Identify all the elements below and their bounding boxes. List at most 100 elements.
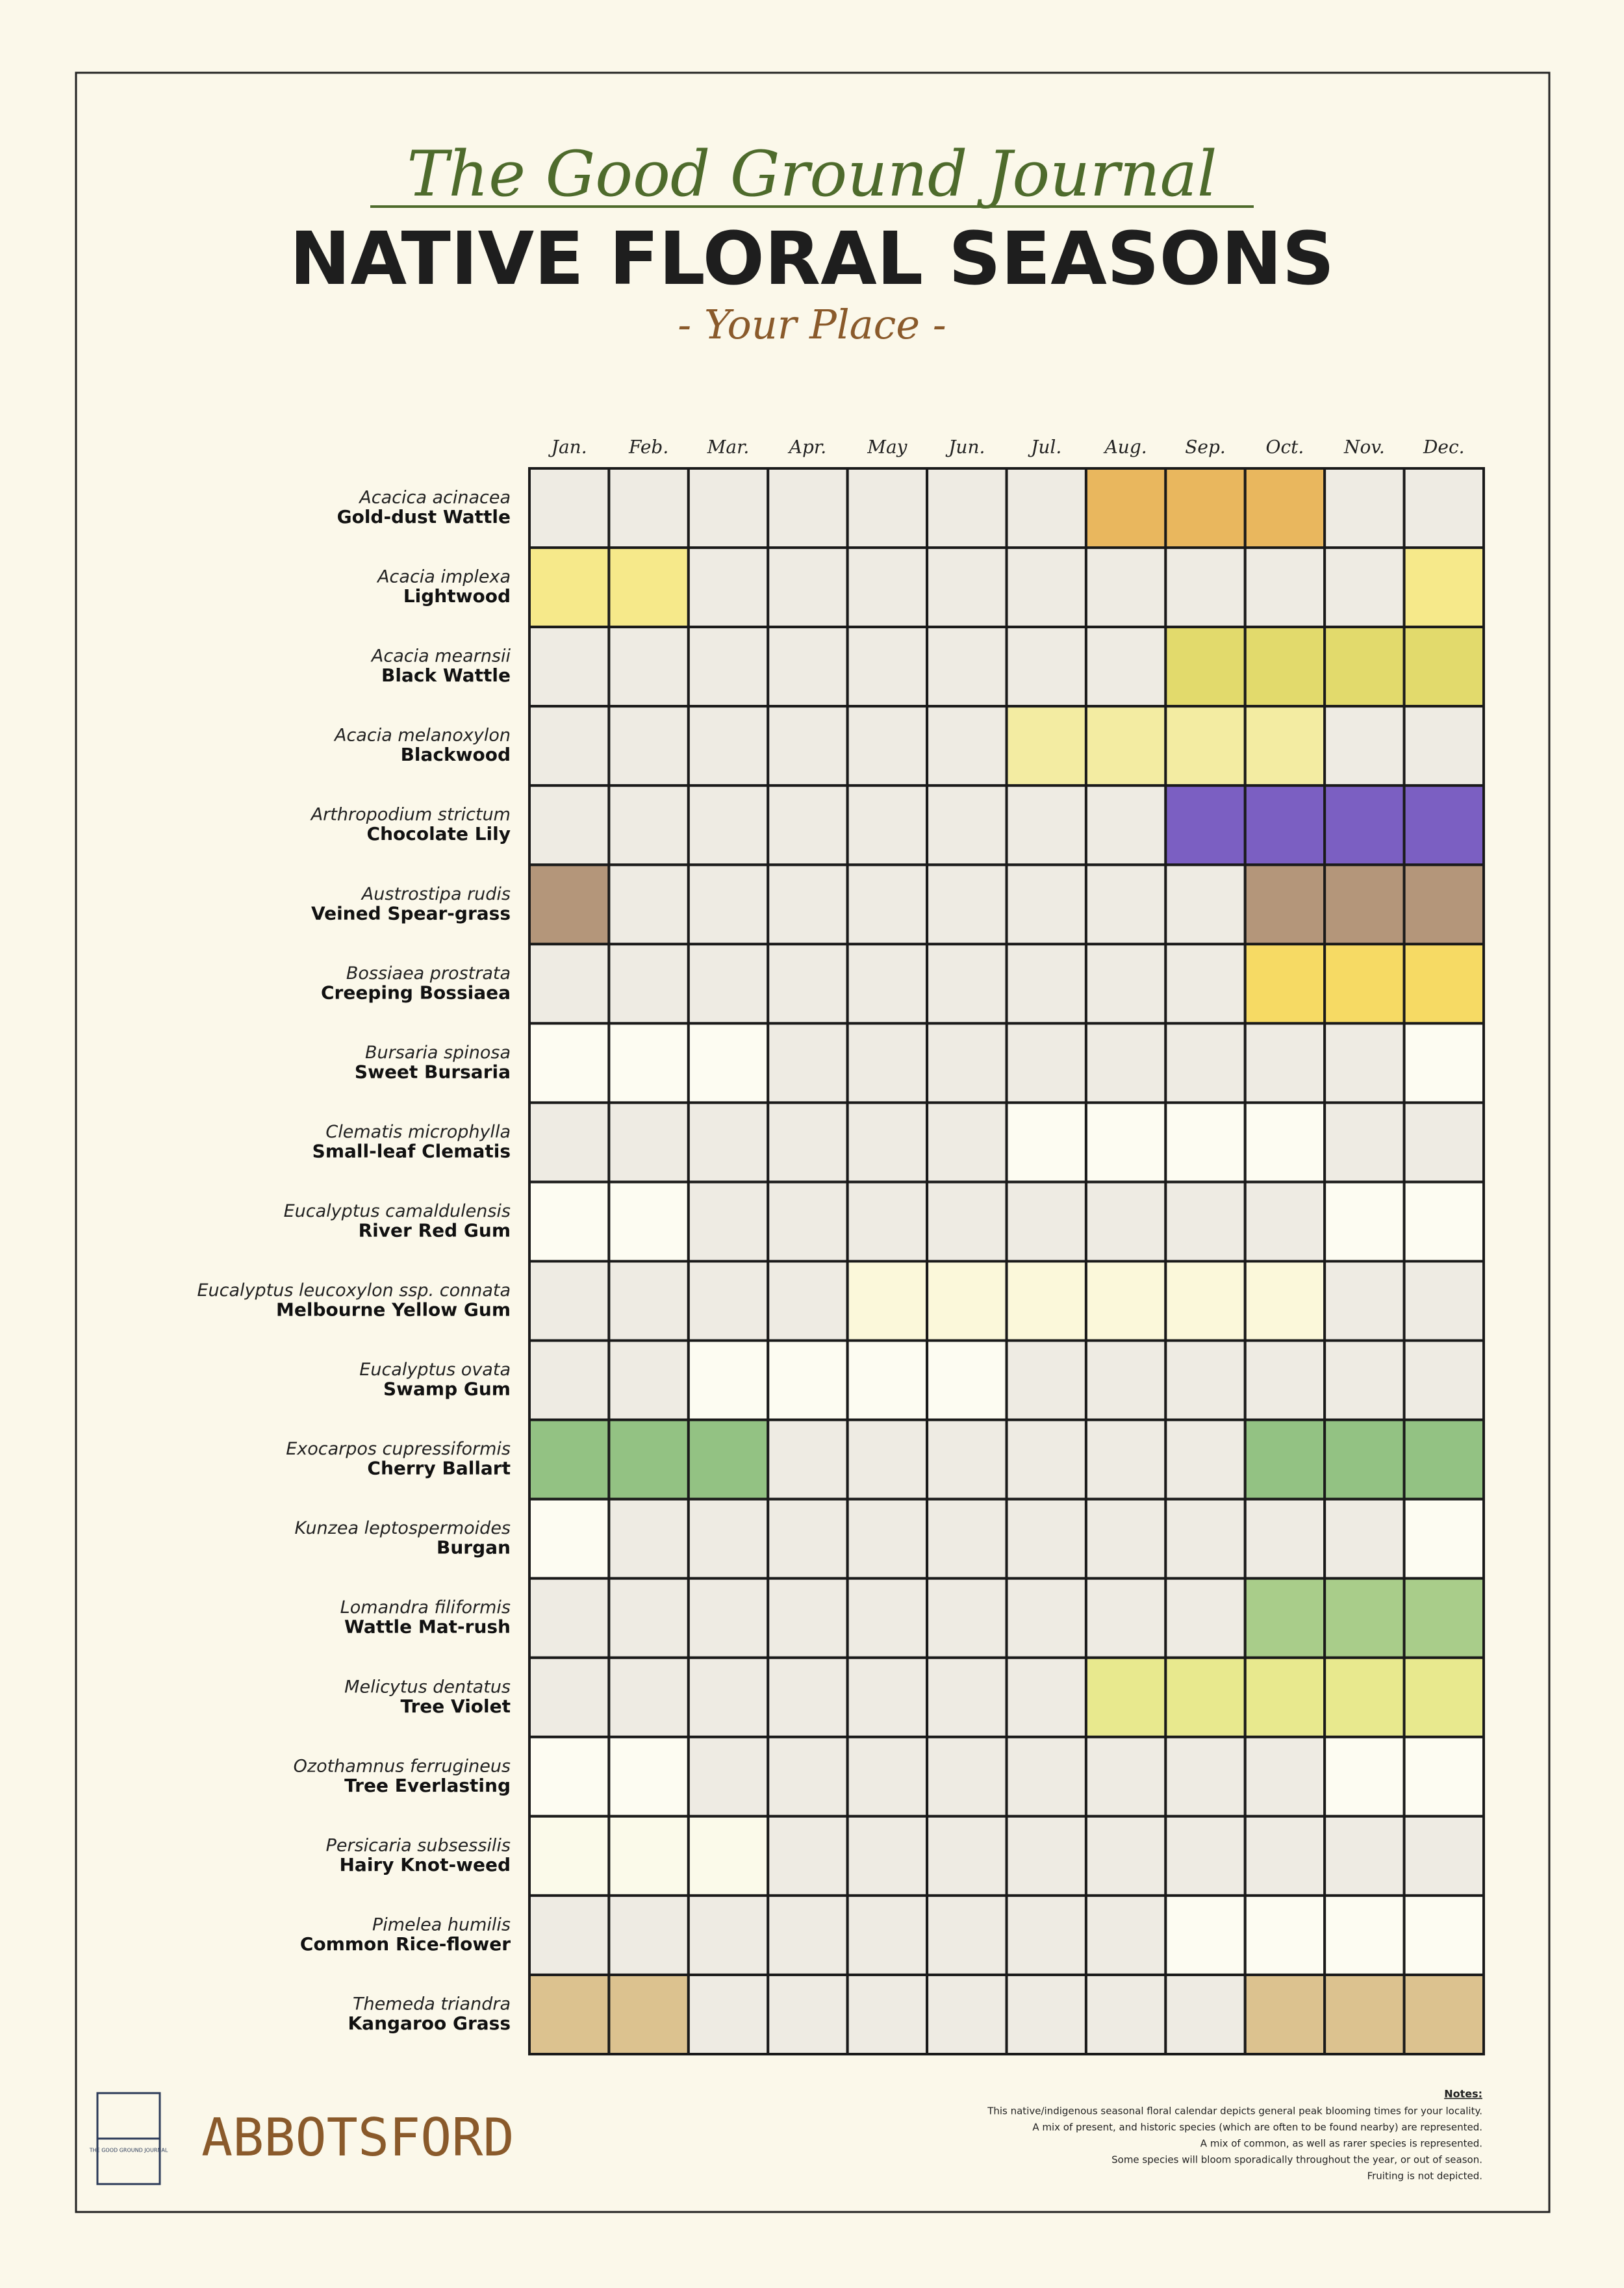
bloom-cell [1243, 863, 1326, 946]
month-label: Apr. [787, 437, 826, 458]
month-label: Oct. [1266, 437, 1304, 458]
empty-cell [687, 1735, 770, 1818]
empty-cell [767, 784, 849, 867]
empty-cell [607, 1260, 690, 1342]
empty-cell [687, 1180, 770, 1263]
bloom-cell [1323, 863, 1406, 946]
empty-cell [1005, 1814, 1087, 1897]
common-name: Black Wattle [381, 665, 511, 686]
bloom-cell [1243, 467, 1326, 550]
month-label: Sep. [1185, 437, 1226, 458]
common-name: Small-leaf Clematis [312, 1140, 511, 1162]
bloom-cell [1164, 626, 1247, 708]
empty-cell [1243, 546, 1326, 629]
bloom-cell [607, 546, 690, 629]
bloom-cell [1084, 1101, 1167, 1184]
empty-cell [767, 1894, 849, 1976]
common-name: Tree Everlasting [344, 1775, 511, 1796]
note-line: This native/indigenous seasonal floral c… [987, 2105, 1482, 2117]
empty-cell [687, 784, 770, 867]
logo: THE GOOD GROUND JOURNAL [89, 2092, 168, 2185]
common-name: Gold-dust Wattle [337, 506, 511, 528]
bloom-cell [1164, 784, 1247, 867]
common-name: Burgan [437, 1537, 511, 1558]
empty-cell [1084, 1022, 1167, 1104]
bloom-cell [1164, 1656, 1247, 1738]
bloom-cell [846, 1339, 929, 1421]
empty-cell [926, 863, 1008, 946]
bloom-cell [1084, 467, 1167, 550]
empty-cell [607, 626, 690, 708]
empty-cell [687, 1894, 770, 1976]
scientific-name: Arthropodium strictum [310, 805, 511, 825]
note-line: Some species will bloom sporadically thr… [1111, 2154, 1482, 2166]
bloom-cell [1084, 1260, 1167, 1342]
empty-cell [1005, 1735, 1087, 1818]
empty-cell [687, 705, 770, 787]
common-name: Hairy Knot-weed [340, 1854, 511, 1875]
month-label: Jun. [945, 437, 985, 458]
scientific-name: Acacia implexa [376, 567, 511, 587]
empty-cell [767, 467, 849, 550]
empty-cell [926, 1735, 1008, 1818]
bloom-cell [1402, 863, 1485, 946]
empty-cell [1323, 467, 1406, 550]
bloom-cell [1402, 1973, 1485, 2055]
bloom-cell [1402, 1022, 1485, 1104]
bloom-cell [528, 1814, 611, 1897]
empty-cell [767, 1022, 849, 1104]
empty-cell [528, 1260, 611, 1342]
bloom-cell [1243, 626, 1326, 708]
note-line: A mix of common, as well as rarer specie… [1200, 2138, 1482, 2150]
empty-cell [1164, 943, 1247, 1025]
empty-cell [1084, 626, 1167, 708]
empty-cell [607, 863, 690, 946]
scientific-name: Acacia melanoxylon [333, 726, 511, 746]
bloom-cell [1323, 1973, 1406, 2055]
empty-cell [1005, 863, 1087, 946]
empty-cell [926, 1973, 1008, 2055]
empty-cell [1243, 1180, 1326, 1263]
empty-cell [1084, 863, 1167, 946]
empty-cell [767, 1814, 849, 1897]
empty-cell [687, 546, 770, 629]
empty-cell [687, 1260, 770, 1342]
bloom-cell [1323, 1180, 1406, 1263]
empty-cell [767, 1973, 849, 2055]
empty-cell [1323, 1101, 1406, 1184]
common-name: Creeping Bossiaea [321, 982, 511, 1003]
empty-cell [607, 784, 690, 867]
bloom-cell [607, 1022, 690, 1104]
month-label: Feb. [628, 437, 668, 458]
bloom-cell [607, 1180, 690, 1263]
common-name: Common Rice-flower [300, 1933, 511, 1955]
common-name: Tree Violet [400, 1696, 511, 1717]
empty-cell [528, 943, 611, 1025]
scientific-name: Exocarpos cupressiformis [286, 1439, 511, 1459]
bloom-cell [528, 863, 611, 946]
bloom-cell [1323, 1418, 1406, 1501]
empty-cell [846, 1814, 929, 1897]
empty-cell [1164, 1180, 1247, 1263]
bloom-cell [1164, 1894, 1247, 1976]
bloom-cell [1243, 943, 1326, 1025]
scientific-name: Bossiaea prostrata [346, 963, 511, 984]
common-name: Lightwood [403, 585, 511, 607]
month-label: Jan. [548, 437, 587, 458]
empty-cell [528, 1101, 611, 1184]
empty-cell [926, 1180, 1008, 1263]
scientific-name: Eucalyptus leucoxylon ssp. connata [197, 1280, 511, 1301]
empty-cell [1005, 546, 1087, 629]
empty-cell [1243, 1814, 1326, 1897]
empty-cell [1402, 1339, 1485, 1421]
empty-cell [1005, 784, 1087, 867]
empty-cell [1323, 1339, 1406, 1421]
empty-cell [926, 1497, 1008, 1580]
bloom-cell [1402, 1418, 1485, 1501]
bloom-cell [528, 546, 611, 629]
empty-cell [1084, 1894, 1167, 1976]
bloom-cell [926, 1339, 1008, 1421]
empty-cell [846, 1101, 929, 1184]
scientific-name: Eucalyptus ovata [359, 1360, 511, 1380]
